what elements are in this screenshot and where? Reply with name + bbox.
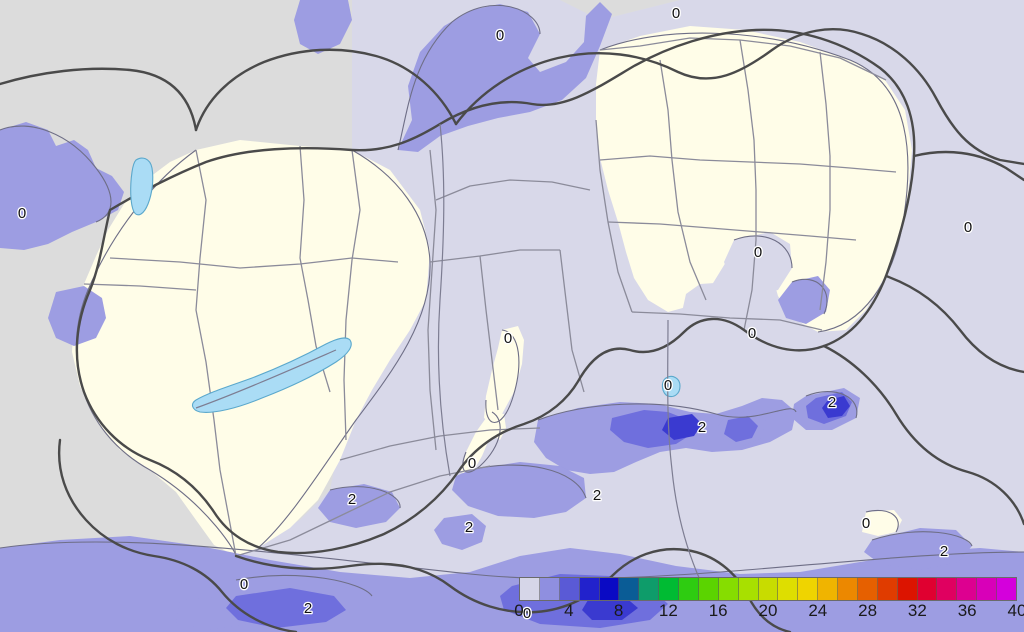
colorbar-swatch[interactable] [917, 578, 938, 600]
colorbar-tick-label: 28 [858, 601, 878, 620]
contour-label: 2 [593, 487, 601, 504]
colorbar-tick-label: 40 [1007, 601, 1024, 620]
colorbar-swatch[interactable] [897, 578, 918, 600]
colorbar-swatch[interactable] [818, 578, 838, 600]
contour-label: 2 [304, 600, 312, 617]
colorbar-swatch[interactable] [520, 578, 540, 600]
contour-label: 0 [504, 330, 512, 347]
contour-label: 0 [240, 576, 248, 593]
lake-neusiedl [130, 157, 154, 216]
contour-label: 0 [523, 605, 531, 622]
colorbar-swatch[interactable] [738, 578, 759, 600]
colorbar-tick-label: 8 [613, 601, 624, 620]
colorbar-tick-label: 0 [514, 601, 524, 620]
colorbar-swatch[interactable] [698, 578, 719, 600]
colorbar-tick-label: 12 [658, 601, 678, 620]
contour-label: 2 [698, 419, 706, 436]
colorbar-swatch[interactable] [877, 578, 898, 600]
country-borders [0, 28, 1024, 632]
colorbar-swatch[interactable] [559, 578, 580, 600]
colorbar-swatch[interactable] [957, 578, 978, 600]
colorbar-swatch[interactable] [857, 578, 878, 600]
contour-label: 0 [664, 377, 672, 394]
colorbar-swatch[interactable] [599, 578, 620, 600]
colorbar-swatch[interactable] [619, 578, 640, 600]
contour-label: 0 [496, 27, 504, 44]
contour-label: 0 [18, 205, 26, 222]
contour-label: 2 [348, 491, 356, 508]
colorbar-swatch[interactable] [778, 578, 799, 600]
colorbar-swatch[interactable] [977, 578, 997, 600]
contour-label: 0 [748, 325, 756, 342]
colorbar-tick-label: 36 [957, 601, 977, 620]
contour-label: 2 [828, 394, 836, 411]
contour-label: 0 [964, 219, 972, 236]
rivers [195, 123, 701, 581]
colorbar-swatch[interactable] [539, 578, 560, 600]
colorbar-tick-label: 32 [907, 601, 927, 620]
fill-band-level-4 [582, 396, 850, 620]
colorbar[interactable] [519, 577, 1017, 601]
colorbar-swatch[interactable] [758, 578, 779, 600]
contour-label: 0 [754, 244, 762, 261]
colorbar-swatch[interactable] [838, 578, 858, 600]
colorbar-swatch[interactable] [798, 578, 819, 600]
contour-label: 0 [672, 5, 680, 22]
colorbar-swatch[interactable] [997, 578, 1016, 600]
lake-tisza [661, 375, 681, 398]
colorbar-swatch[interactable] [718, 578, 739, 600]
contour-label: 2 [465, 519, 473, 536]
colorbar-swatch[interactable] [579, 578, 600, 600]
contour-label: 2 [940, 543, 948, 560]
colorbar-tick-label: 16 [708, 601, 728, 620]
fill-band-level-0 [72, 26, 912, 556]
colorbar-tick-label: 20 [758, 601, 778, 620]
colorbar-tick-label: 24 [808, 601, 828, 620]
colorbar-swatch[interactable] [659, 578, 679, 600]
contour-label: 0 [468, 455, 476, 472]
colorbar-swatch[interactable] [937, 578, 958, 600]
colorbar-swatch[interactable] [679, 578, 699, 600]
colorbar-tick-label: 4 [564, 601, 574, 620]
colorbar-tick-labels: 0 4 8 12 16 20 24 28 32 36 40 [505, 601, 1024, 627]
admin-boundaries [83, 37, 897, 557]
contour-label: 0 [862, 515, 870, 532]
colorbar-swatch[interactable] [639, 578, 660, 600]
